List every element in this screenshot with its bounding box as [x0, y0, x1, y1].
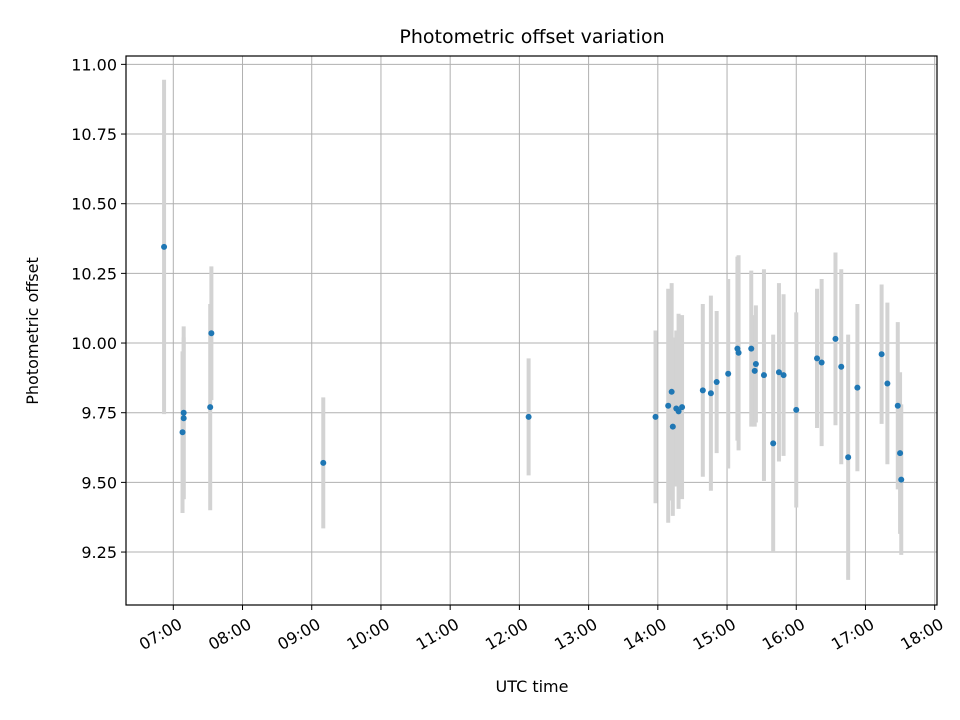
data-point [713, 379, 720, 386]
y-tick-label: 9.25 [81, 543, 117, 562]
data-point [780, 372, 787, 379]
data-point [707, 390, 714, 397]
data-point [751, 367, 758, 374]
chart-title: Photometric offset variation [399, 26, 664, 48]
data-point [894, 402, 901, 409]
data-point [832, 335, 839, 342]
y-tick-label: 10.25 [71, 264, 117, 283]
data-point [161, 243, 168, 250]
y-axis-title: Photometric offset [23, 257, 42, 405]
data-point [699, 387, 706, 394]
data-point [838, 363, 845, 370]
data-point [845, 454, 852, 461]
data-point [878, 351, 885, 358]
y-tick-label: 9.50 [81, 473, 117, 492]
y-tick-label: 10.00 [71, 334, 117, 353]
data-point [669, 423, 676, 430]
data-point [818, 359, 825, 366]
data-point [814, 355, 821, 362]
data-point [770, 440, 777, 447]
data-point [180, 415, 187, 422]
data-point [525, 413, 532, 420]
data-point [793, 406, 800, 413]
y-tick-label: 9.75 [81, 404, 117, 423]
data-point [320, 459, 327, 466]
plot-frame [125, 55, 938, 606]
data-point [208, 330, 215, 337]
data-point [679, 404, 686, 411]
data-point [775, 369, 782, 376]
y-tick-label: 10.75 [71, 125, 117, 144]
data-point [668, 388, 675, 395]
x-axis-title: UTC time [496, 677, 569, 696]
data-point [179, 429, 186, 436]
data-point [652, 413, 659, 420]
y-axis-ticks: 9.25 9.50 9.75 10.00 10.25 10.50 10.75 11.00 [71, 55, 126, 562]
data-point [665, 402, 672, 409]
data-point [752, 360, 759, 367]
data-point [180, 409, 187, 416]
data-point [725, 370, 732, 377]
data-point [884, 380, 891, 387]
data-point [897, 450, 904, 457]
y-tick-label: 10.50 [71, 195, 117, 214]
data-points [161, 243, 905, 483]
data-point [748, 345, 755, 352]
data-point [207, 404, 214, 411]
data-point [675, 408, 682, 415]
data-point [735, 349, 742, 356]
data-point [854, 384, 861, 391]
data-point [898, 476, 905, 483]
y-tick-label: 11.00 [71, 55, 117, 74]
data-point [760, 372, 767, 379]
